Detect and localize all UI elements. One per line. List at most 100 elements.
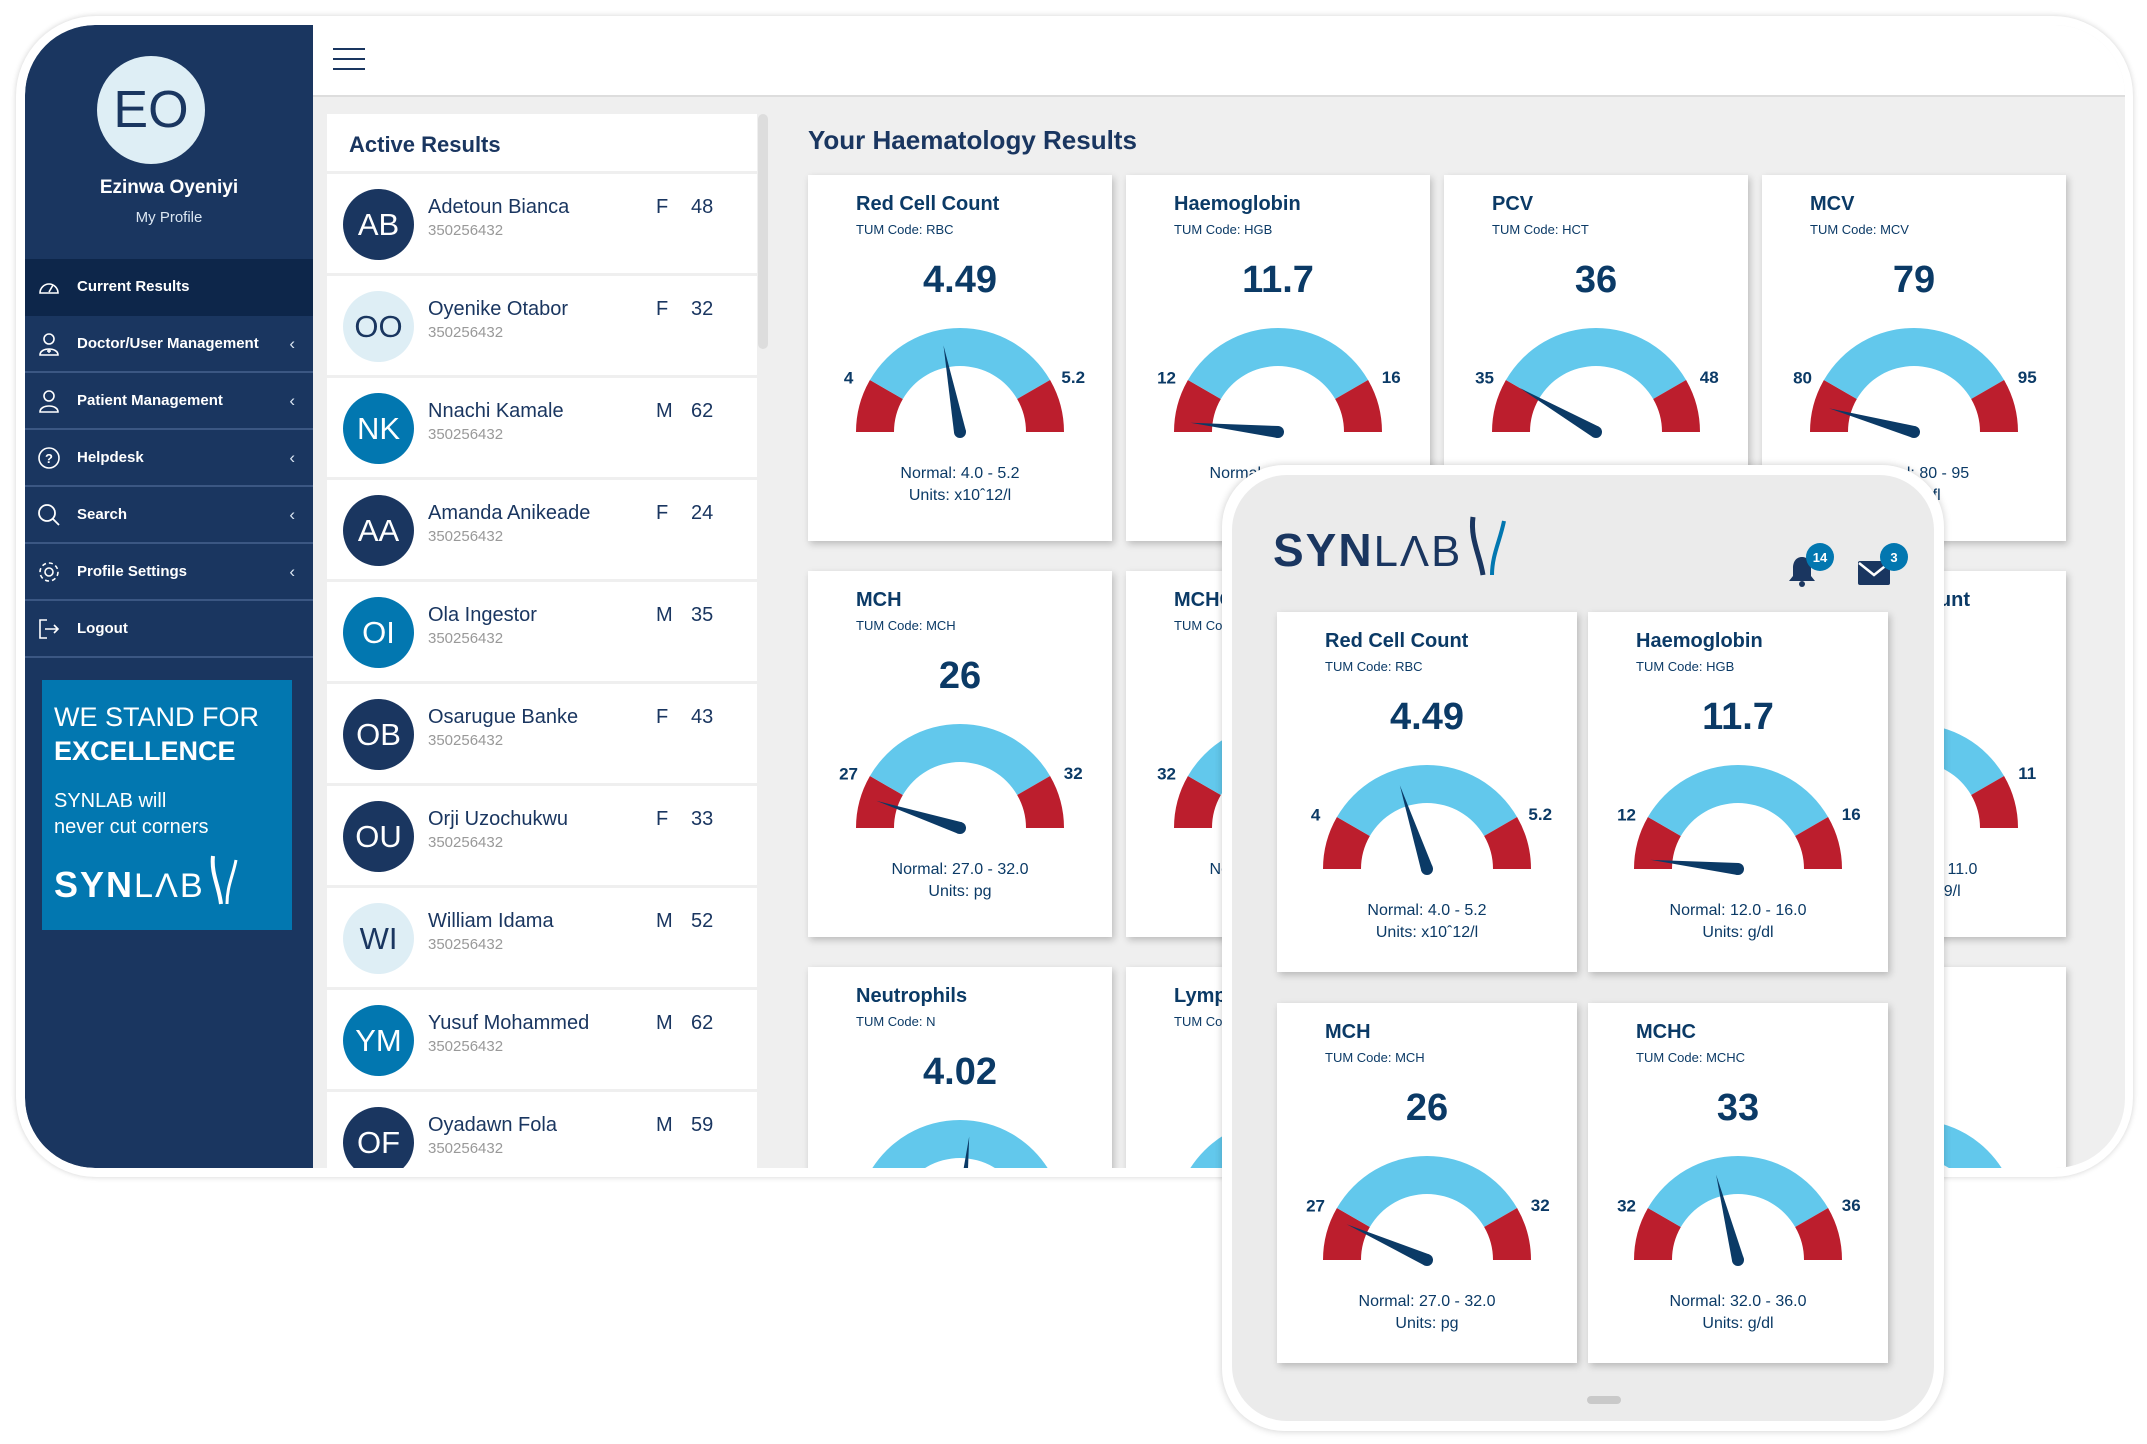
chevron-left-icon: ‹ (289, 447, 295, 467)
sidebar-item-logout[interactable]: Logout (25, 601, 313, 658)
messages-button[interactable]: 3 (1858, 543, 1908, 590)
gauge-max-label: 16 (1382, 368, 1401, 387)
patient-row[interactable]: WI William Idama 350256432 M 52 (327, 888, 757, 987)
gauge-needle-hub (1590, 426, 1602, 438)
patient-avatar: YM (343, 1005, 414, 1076)
normal-range: Normal: 12.0 - 16.0 (1669, 902, 1807, 919)
patient-id: 350256432 (428, 834, 504, 851)
gauge-normal-zone (1647, 765, 1829, 836)
patient-name: Yusuf Mohammed (428, 1012, 590, 1034)
gauge-high-zone (1971, 380, 2018, 432)
patient-row[interactable]: OI Ola Ingestor 350256432 M 35 (327, 582, 757, 681)
patient-row[interactable]: NK Nnachi Kamale 350256432 M 62 (327, 378, 757, 477)
gauge-max-label: 48 (1700, 368, 1719, 387)
gauge-min-label: 4 (1311, 806, 1321, 825)
gauge-needle (1190, 422, 1279, 438)
patient-row[interactable]: AA Amanda Anikeade 350256432 F 24 (327, 480, 757, 579)
result-title: MCH (856, 589, 902, 611)
gauge-high-zone (1795, 1208, 1842, 1260)
gauge-max-label: 95 (2018, 368, 2037, 387)
tum-code: TUM Code: RBC (856, 222, 954, 237)
result-units: Units: g/dl (1702, 1315, 1774, 1332)
normal-range: Normal: 4.0 - 5.2 (1367, 902, 1487, 919)
user-avatar[interactable]: EO (97, 56, 205, 164)
help-chat-icon: ? (38, 446, 60, 469)
patient-row[interactable]: OF Oyadawn Fola 350256432 M 59 (327, 1092, 757, 1168)
gauge-low-zone (1634, 1208, 1681, 1260)
my-profile-link[interactable]: My Profile (135, 209, 203, 226)
gauge-needle (1519, 388, 1599, 438)
gear-icon (39, 561, 59, 582)
gauge-normal-zone (872, 1119, 1048, 1168)
gauge-low-zone (1174, 776, 1221, 828)
patient-row[interactable]: YM Yusuf Mohammed 350256432 M 62 (327, 990, 757, 1089)
gauge-needle (1399, 785, 1433, 871)
result-title: Haemoglobin (1636, 630, 1763, 652)
result-card[interactable]: MCHC TUM Code: MCHC 33 Normal: 32.0 - 36… (1588, 1003, 1888, 1363)
patient-avatar: OB (343, 699, 414, 770)
sidebar-item-doctor-user-management[interactable]: Doctor/User Management ‹ (25, 316, 313, 373)
patient-avatar: OF (343, 1107, 414, 1168)
synlab-logo: SYN LΛB (1273, 515, 1508, 577)
top-bar (313, 25, 2125, 97)
sidebar-item-current-results[interactable]: Current Results (25, 259, 313, 316)
svg-text:?: ? (45, 451, 53, 466)
result-card[interactable]: MCH TUM Code: MCH 26 Normal: 27.0 - 32.0… (808, 571, 1112, 937)
gauge-needle-hub (1421, 863, 1433, 875)
patient-sex: F (656, 196, 669, 218)
gauge-max-label: 5.2 (1528, 805, 1552, 824)
tum-code: TUM Code: MCH (856, 618, 956, 633)
gauge-chart: 27 32 (839, 724, 1083, 834)
active-results-panel: Active Results AB Adetoun Bianca 3502564… (327, 114, 757, 1168)
patient-row[interactable]: OB Osarugue Banke 350256432 F 43 (327, 684, 757, 783)
notifications-badge: 14 (1806, 543, 1834, 571)
normal-range: Normal: 27.0 - 32.0 (891, 861, 1029, 878)
patient-avatar: WI (343, 903, 414, 974)
patient-list-scrollbar[interactable] (758, 114, 768, 349)
patient-row[interactable]: OO Oyenike Otabor 350256432 F 32 (327, 276, 757, 375)
patient-sex: F (656, 298, 669, 320)
sidebar-item-helpdesk[interactable]: ? Helpdesk ‹ (25, 430, 313, 487)
patient-name: Osarugue Banke (428, 706, 579, 728)
logo-text-bold: SYN (54, 864, 135, 905)
tum-code: TUM Code: HCT (1492, 222, 1589, 237)
result-card[interactable]: Neutrophils TUM Code: N 4.02 (808, 967, 1112, 1168)
patient-id: 350256432 (428, 426, 504, 443)
sidebar-item-search[interactable]: Search ‹ (25, 487, 313, 544)
patient-row[interactable]: OU Orji Uzochukwu 350256432 F 33 (327, 786, 757, 885)
patient-row[interactable]: AB Adetoun Bianca 350256432 F 48 (327, 174, 757, 273)
gauge-chart: 12 16 (1157, 328, 1401, 438)
result-card[interactable]: Red Cell Count TUM Code: RBC 4.49 Normal… (1277, 612, 1577, 972)
notifications-button[interactable]: 14 (1788, 543, 1834, 592)
gauge-max-label: 36 (1842, 1196, 1861, 1215)
tum-code: TUM Code: N (856, 1014, 936, 1029)
gauge-high-zone (1017, 380, 1064, 432)
sidebar-item-profile-settings[interactable]: Profile Settings ‹ (25, 544, 313, 601)
result-card[interactable]: Red Cell Count TUM Code: RBC 4.49 Normal… (808, 175, 1112, 541)
result-card[interactable]: MCH TUM Code: MCH 26 Normal: 27.0 - 32.0… (1277, 1003, 1577, 1363)
gauge-chart: 12 16 (1617, 765, 1861, 875)
hamburger-menu-icon[interactable] (333, 48, 365, 72)
tablet-frame: SYN LΛB 14 3 Red Cell Count TUM Code: RBC… (1222, 465, 1944, 1431)
patient-avatar: OO (343, 291, 414, 362)
gauge-min-label: 80 (1793, 369, 1812, 388)
user-icon (39, 389, 59, 413)
logo-text-bold: SYN (1273, 524, 1374, 576)
patient-avatar: NK (343, 393, 414, 464)
gauge-needle-hub (954, 822, 966, 834)
gauge-high-zone (1335, 380, 1382, 432)
patient-id: 350256432 (428, 222, 504, 239)
patient-name: Oyenike Otabor (428, 298, 569, 320)
result-units: Units: pg (928, 883, 992, 900)
gauge-icon (39, 282, 59, 294)
gauge-low-zone (1492, 380, 1539, 432)
synlab-leaf-icon (1470, 516, 1507, 576)
gauge-normal-zone (869, 328, 1051, 399)
chevron-left-icon: ‹ (289, 561, 295, 581)
sidebar-item-patient-management[interactable]: Patient Management ‹ (25, 373, 313, 430)
result-card[interactable]: Haemoglobin TUM Code: HGB 11.7 Normal: 1… (1588, 612, 1888, 972)
patient-age: 33 (691, 808, 714, 830)
sidebar-item-label: Profile Settings (77, 563, 188, 580)
result-units: Units: g/dl (1702, 924, 1774, 941)
patient-avatar: OI (343, 597, 414, 668)
